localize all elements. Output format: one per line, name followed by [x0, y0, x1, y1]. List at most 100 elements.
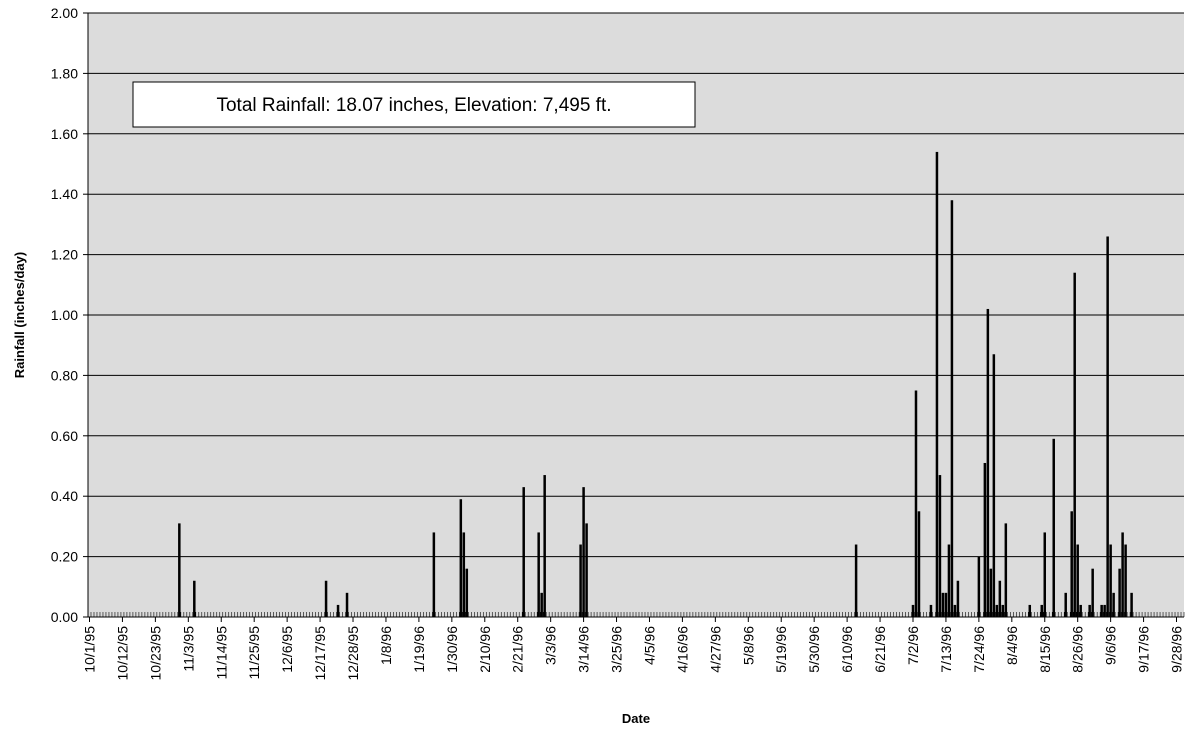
rain-bar: [977, 556, 981, 617]
rain-bar: [540, 592, 543, 617]
rain-bar: [1001, 604, 1005, 617]
rain-bar: [950, 200, 954, 618]
rain-bar: [1064, 592, 1067, 617]
x-tick-label: 7/2/96: [905, 626, 921, 665]
y-tick-label: 2.00: [51, 5, 78, 21]
x-tick-label: 8/4/96: [1004, 626, 1020, 665]
rain-bar: [986, 308, 990, 617]
annotation-text: Total Rainfall: 18.07 inches, Elevation:…: [216, 95, 611, 116]
rain-bar: [1004, 523, 1008, 617]
rain-bar: [522, 487, 525, 617]
rain-bar: [1076, 544, 1079, 617]
x-tick-label: 8/15/96: [1037, 626, 1053, 673]
rain-bar: [914, 390, 918, 617]
x-tick-label: 11/3/95: [180, 626, 196, 672]
x-tick-label: 10/12/95: [114, 626, 130, 681]
y-tick-label: 1.80: [51, 65, 78, 81]
rain-bar: [1100, 604, 1103, 617]
rain-bar: [579, 544, 582, 617]
rain-bar: [465, 568, 469, 617]
x-tick-label: 11/14/95: [213, 626, 229, 680]
x-tick-label: 5/30/96: [806, 626, 822, 673]
annotation-box: Total Rainfall: 18.07 inches, Elevation:…: [132, 81, 696, 128]
rain-bar: [938, 475, 942, 617]
rain-bar: [432, 532, 436, 617]
grid-lines: [88, 12, 1184, 558]
x-tick-label: 9/28/96: [1169, 626, 1185, 673]
x-tick-label: 5/8/96: [740, 626, 756, 665]
rain-bar: [1121, 532, 1124, 617]
rain-bar: [998, 580, 1002, 617]
x-tick-label: 6/10/96: [839, 626, 855, 673]
rain-bar: [983, 462, 987, 617]
x-tick-label: 1/19/96: [411, 626, 427, 673]
rain-bar: [953, 604, 957, 617]
rain-bar: [1028, 604, 1032, 617]
x-tick-label: 12/17/95: [312, 626, 328, 681]
rain-bar: [1043, 532, 1047, 617]
rain-bar: [917, 511, 921, 617]
x-tick-label: 8/26/96: [1070, 626, 1086, 673]
x-tick-label: 9/17/96: [1136, 626, 1152, 673]
rain-bar: [1118, 568, 1121, 617]
x-axis-title: Date: [622, 711, 650, 726]
rain-bar: [336, 604, 340, 617]
rain-bar: [1112, 592, 1115, 617]
x-tick-label: 12/6/95: [279, 626, 295, 673]
x-axis-minor-ticks: [87, 612, 1185, 617]
x-tick-label: 7/13/96: [938, 626, 954, 673]
y-axis-ticks: 0.00 0.20 0.40 0.60 0.80 1.00 1.20 1.40 1.60 1.80…: [51, 5, 88, 625]
rain-bar: [1052, 438, 1055, 617]
rain-bar: [585, 523, 588, 617]
rain-bar: [1073, 272, 1076, 617]
rain-bar: [1088, 604, 1091, 617]
rain-bar: [1106, 236, 1109, 618]
y-tick-label: 1.00: [51, 307, 78, 323]
x-tick-label: 10/1/95: [81, 626, 97, 673]
y-tick-label: 0.80: [51, 367, 78, 383]
rain-bar: [582, 487, 585, 617]
annotation-frame: [132, 81, 696, 128]
x-tick-label: 1/30/96: [444, 626, 460, 673]
rain-bar: [1103, 604, 1106, 617]
x-axis-tick-labels: 10/1/95 10/12/95 10/23/95 11/3/95 11/14/95 11…: [81, 617, 1185, 681]
x-tick-label: 5/19/96: [773, 626, 789, 673]
rain-bar: [941, 592, 945, 617]
rain-bar: [1124, 544, 1127, 617]
y-tick-label: 0.40: [51, 488, 78, 504]
rain-bar: [459, 499, 463, 617]
y-axis-title: Rainfall (inches/day): [12, 252, 27, 378]
rain-bar: [956, 580, 960, 617]
x-tick-label: 11/25/95: [246, 626, 262, 680]
y-tick-label: 0.00: [51, 609, 78, 625]
rain-bar: [854, 544, 858, 617]
rain-bar: [178, 523, 181, 617]
rain-bar: [462, 532, 466, 617]
rain-bar: [543, 475, 546, 617]
rain-bar: [992, 354, 996, 617]
bars: [178, 151, 1133, 618]
x-tick-label: 10/23/95: [147, 626, 163, 681]
y-tick-label: 1.20: [51, 247, 78, 263]
x-tick-label: 2/21/96: [510, 626, 526, 673]
rain-bar: [929, 604, 933, 617]
y-tick-label: 0.20: [51, 549, 78, 565]
x-tick-label: 3/25/96: [609, 626, 625, 673]
x-tick-label: 3/14/96: [576, 626, 592, 673]
x-tick-label: 3/3/96: [543, 626, 559, 665]
y-tick-label: 0.60: [51, 428, 78, 444]
x-tick-label: 12/28/95: [345, 626, 361, 681]
rain-bar: [995, 604, 999, 617]
rain-bar: [935, 151, 939, 618]
x-tick-label: 1/8/96: [378, 626, 394, 665]
rain-bar: [1040, 604, 1044, 617]
rain-bar: [1130, 592, 1133, 617]
x-tick-label: 7/24/96: [971, 626, 987, 673]
rain-bar: [1091, 568, 1094, 617]
rain-bar: [911, 604, 915, 617]
x-tick-label: 9/6/96: [1103, 626, 1119, 665]
y-tick-label: 1.40: [51, 186, 78, 202]
x-tick-label: 4/27/96: [707, 626, 723, 673]
